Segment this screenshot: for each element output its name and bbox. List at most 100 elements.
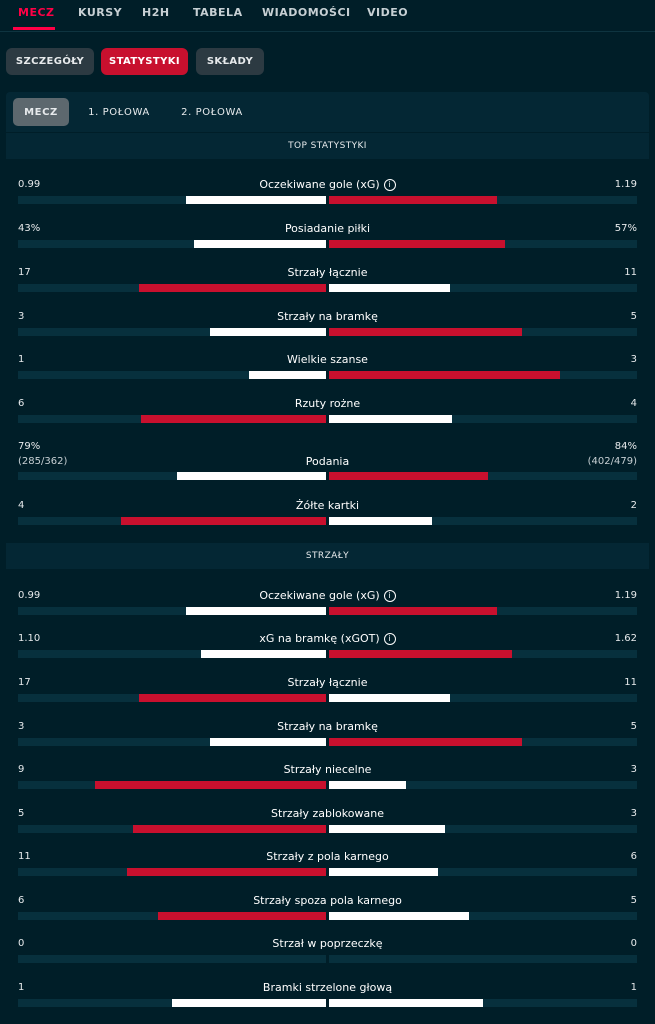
stat-away-value: 6: [630, 851, 637, 862]
away-bar-track: [329, 472, 637, 480]
away-bar: [329, 328, 522, 336]
stat-row: 6 4 Rzuty rożne: [0, 395, 655, 439]
stat-label: Strzały niecelne: [0, 763, 655, 776]
subtab-mecz[interactable]: MECZ: [13, 98, 69, 126]
stat-label: Oczekiwane gole (xG) i: [0, 178, 655, 191]
info-icon[interactable]: i: [383, 633, 396, 645]
stat-away-value: 4: [630, 398, 637, 409]
stat-away-value: 5: [630, 895, 637, 906]
away-bar-track: [329, 607, 637, 615]
home-bar: [127, 868, 326, 876]
stat-away-value: 11: [624, 267, 637, 278]
period-tab-bar: [6, 92, 649, 132]
stat-away-value: 1.19: [614, 179, 637, 190]
home-bar-track: [18, 240, 326, 248]
stat-home-value: 0: [18, 938, 25, 949]
tab-tabela[interactable]: TABELA: [193, 6, 243, 19]
stat-home-value: 6: [18, 398, 25, 409]
home-bar: [121, 517, 326, 525]
stat-away-value: 2: [630, 500, 637, 511]
away-bar: [329, 912, 469, 920]
stat-home-value: 3: [18, 311, 25, 322]
home-bar-track: [18, 912, 326, 920]
stat-away-value: 5: [630, 721, 637, 732]
stat-label-text: Strzały na bramkę: [277, 310, 378, 323]
home-bar-track: [18, 868, 326, 876]
stat-label-text: Oczekiwane gole (xG): [259, 589, 380, 602]
stat-label-text: Strzały niecelne: [283, 763, 372, 776]
away-bar-track: [329, 781, 637, 789]
home-bar-track: [18, 694, 326, 702]
away-bar-track: [329, 912, 637, 920]
stat-row: 79% 84% (285/362) (402/479) Podania: [0, 438, 655, 482]
home-bar: [210, 328, 326, 336]
stat-home-value: 9: [18, 764, 25, 775]
stat-away-subvalue: (402/479): [587, 456, 637, 467]
info-icon[interactable]: i: [383, 590, 396, 602]
pill-sklady[interactable]: SKŁADY: [196, 48, 264, 75]
away-bar-track: [329, 284, 637, 292]
away-bar: [329, 781, 406, 789]
pill-statystyki[interactable]: STATYSTYKI: [101, 48, 188, 75]
home-bar: [141, 415, 326, 423]
subtab-first-half[interactable]: 1. POŁOWA: [88, 106, 150, 118]
stat-home-value: 1: [18, 982, 25, 993]
stat-home-value: 17: [18, 677, 31, 688]
stat-row: 9 3 Strzały niecelne: [0, 761, 655, 805]
stat-home-value: 3: [18, 721, 25, 732]
stat-row: 3 5 Strzały na bramkę: [0, 718, 655, 762]
home-bar-track: [18, 738, 326, 746]
stat-label: xG na bramkę (xGOT) i: [0, 632, 655, 645]
stat-home-value: 11: [18, 851, 31, 862]
stat-away-value: 1.19: [614, 590, 637, 601]
stat-row: 43% 57% Posiadanie piłki: [0, 220, 655, 264]
home-bar: [177, 472, 326, 480]
home-bar: [172, 999, 326, 1007]
away-bar-track: [329, 415, 637, 423]
info-icon[interactable]: i: [383, 179, 396, 191]
stat-away-value: 57%: [614, 223, 637, 234]
away-bar-track: [329, 825, 637, 833]
stat-away-value: 5: [630, 311, 637, 322]
away-bar: [329, 240, 505, 248]
pill-szczegoly[interactable]: SZCZEGÓŁY: [6, 48, 94, 75]
stat-label-text: Strzały na bramkę: [277, 720, 378, 733]
away-bar: [329, 825, 445, 833]
tab-mecz[interactable]: MECZ: [18, 6, 55, 19]
tab-wiadomosci[interactable]: WIADOMOŚCI: [262, 6, 351, 19]
away-bar-track: [329, 868, 637, 876]
tab-video[interactable]: VIDEO: [367, 6, 409, 19]
stat-label: Bramki strzelone głową: [0, 981, 655, 994]
stat-label-text: Bramki strzelone głową: [262, 981, 393, 994]
stat-label-text: xG na bramkę (xGOT): [259, 632, 380, 645]
stat-home-value: 0.99: [18, 179, 41, 190]
stat-home-value: 1.10: [18, 633, 41, 644]
stat-row: 3 5 Strzały na bramkę: [0, 308, 655, 352]
away-bar: [329, 868, 438, 876]
stat-label-text: Rzuty rożne: [294, 397, 361, 410]
stat-label: Strzały łącznie: [0, 266, 655, 279]
stat-row: 17 11 Strzały łącznie: [0, 264, 655, 308]
stat-row: 11 6 Strzały z pola karnego: [0, 848, 655, 892]
home-bar-track: [18, 825, 326, 833]
stat-label: Strzały na bramkę: [0, 720, 655, 733]
away-bar-track: [329, 955, 637, 963]
away-bar: [329, 284, 450, 292]
tab-kursy[interactable]: KURSY: [78, 6, 123, 19]
away-bar-track: [329, 517, 637, 525]
away-bar-track: [329, 738, 637, 746]
stat-home-value: 6: [18, 895, 25, 906]
stat-label-text: Strzały zablokowane: [271, 807, 384, 820]
home-bar: [133, 825, 326, 833]
home-bar: [158, 912, 326, 920]
subtab-second-half[interactable]: 2. POŁOWA: [181, 106, 243, 118]
stat-home-value: 0.99: [18, 590, 41, 601]
home-bar: [186, 607, 326, 615]
home-bar-track: [18, 472, 326, 480]
home-bar-track: [18, 196, 326, 204]
stat-label: Strzały spoza pola karnego: [0, 894, 655, 907]
away-bar: [329, 694, 450, 702]
tab-h2h[interactable]: H2H: [142, 6, 170, 19]
stat-row: 5 3 Strzały zablokowane: [0, 805, 655, 849]
stat-row: 4 2 Żółte kartki: [0, 497, 655, 541]
